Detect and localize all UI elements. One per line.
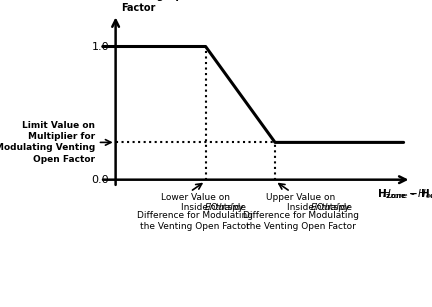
Text: Inside/Outside: Inside/Outside [181,203,249,212]
Text: Difference for Modulating
the Venting Open Factor: Difference for Modulating the Venting Op… [243,211,359,231]
Text: Upper Value on: Upper Value on [266,193,335,202]
Text: Difference for Modulating
the Venting Open Factor: Difference for Modulating the Venting Op… [137,211,253,231]
Text: Enthalpy: Enthalpy [205,203,245,212]
Text: Limit Value on
Multiplier for
Modulating Venting
Open Factor: Limit Value on Multiplier for Modulating… [0,121,95,164]
Text: Multiplier on
Venting Open
Factor: Multiplier on Venting Open Factor [121,0,196,13]
Text: Inside/Outside: Inside/Outside [286,203,355,212]
Text: $H_{zone}$ - $H_{out}$: $H_{zone}$ - $H_{out}$ [382,187,432,201]
Text: 0.0: 0.0 [92,175,109,185]
Text: Lower Value on: Lower Value on [161,193,230,202]
Text: 1.0: 1.0 [92,41,109,52]
Text: $\mathbf{H}_{\mathbf{zone}}$ $\mathbf{-}$ $\mathbf{H}_{\mathbf{out}}$: $\mathbf{H}_{\mathbf{zone}}$ $\mathbf{-}… [377,187,432,201]
Text: Enthalpy: Enthalpy [311,203,350,212]
